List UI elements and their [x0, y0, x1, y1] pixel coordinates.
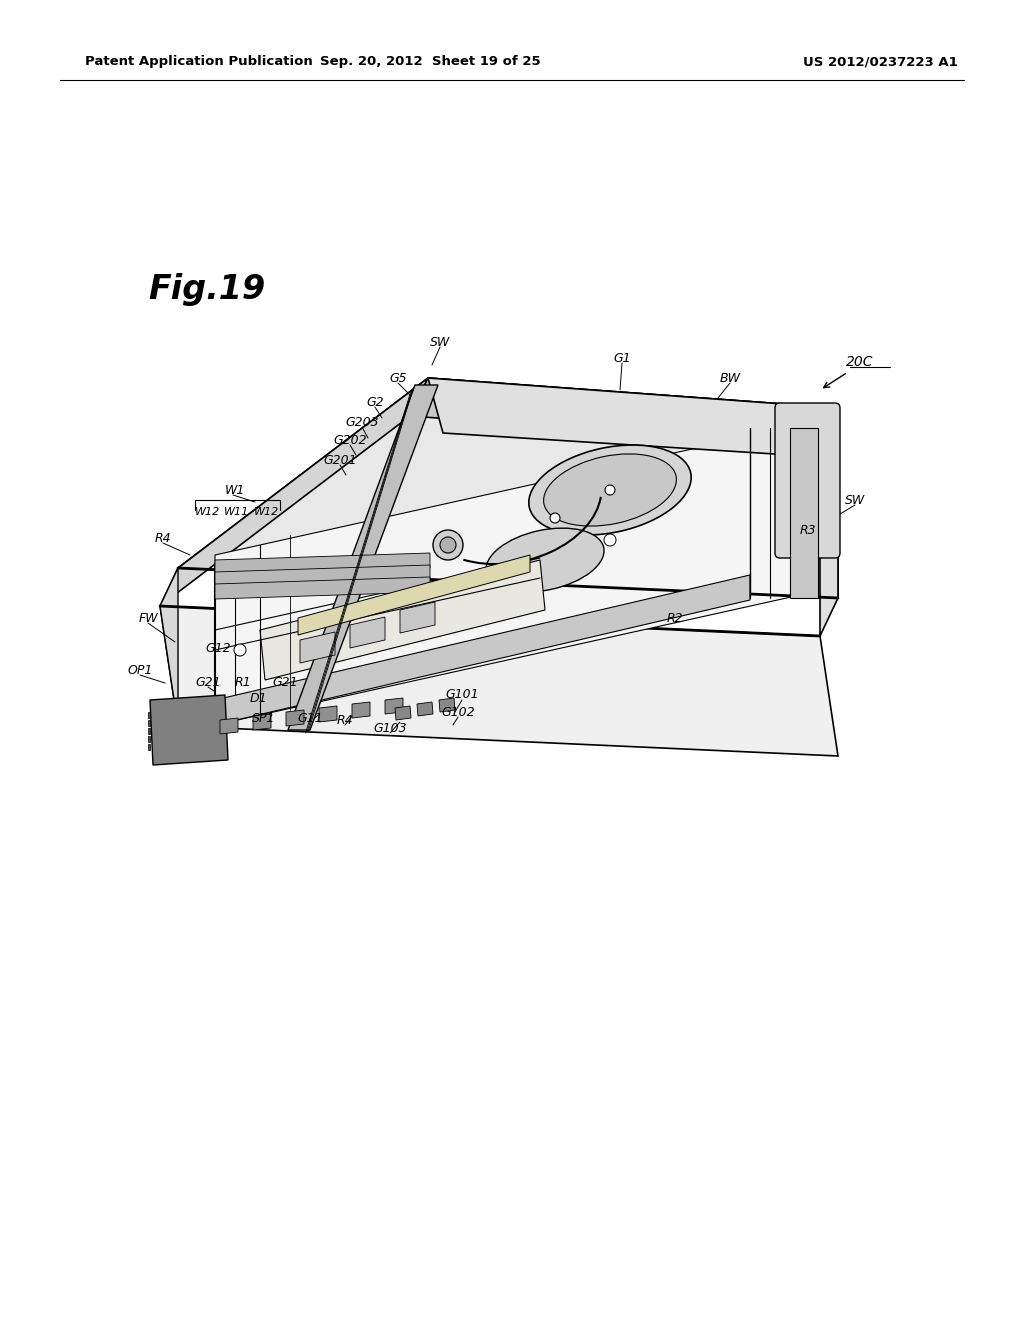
Text: G203: G203 [345, 416, 379, 429]
Text: G5: G5 [389, 371, 407, 384]
Text: FW: FW [138, 611, 158, 624]
Polygon shape [410, 378, 838, 446]
Text: SW: SW [430, 335, 451, 348]
Circle shape [445, 540, 455, 550]
Text: R2: R2 [667, 611, 683, 624]
FancyBboxPatch shape [775, 403, 840, 558]
Polygon shape [215, 577, 430, 599]
Polygon shape [286, 710, 304, 726]
Polygon shape [395, 706, 411, 719]
Text: 20C: 20C [846, 355, 873, 370]
Polygon shape [439, 698, 455, 711]
Polygon shape [385, 698, 403, 714]
Polygon shape [160, 568, 178, 726]
Polygon shape [160, 606, 838, 756]
Polygon shape [253, 714, 271, 730]
Polygon shape [148, 719, 150, 726]
Polygon shape [215, 565, 430, 587]
Text: BW: BW [720, 371, 740, 384]
Polygon shape [288, 385, 438, 730]
Text: G21: G21 [272, 676, 298, 689]
Text: R3: R3 [800, 524, 816, 536]
Text: Fig.19: Fig.19 [148, 273, 265, 306]
Polygon shape [417, 702, 433, 715]
Polygon shape [319, 706, 337, 722]
Polygon shape [148, 737, 150, 742]
Text: SP1: SP1 [252, 711, 275, 725]
Text: G101: G101 [445, 689, 479, 701]
Circle shape [344, 609, 356, 620]
Text: W1: W1 [225, 483, 246, 496]
Polygon shape [300, 632, 335, 663]
Ellipse shape [486, 528, 604, 591]
Ellipse shape [528, 445, 691, 535]
Text: G21: G21 [196, 676, 221, 689]
Text: OP1: OP1 [127, 664, 153, 676]
Text: G2: G2 [367, 396, 384, 408]
Polygon shape [400, 602, 435, 634]
Polygon shape [428, 378, 838, 458]
Text: W12: W12 [196, 507, 220, 517]
Text: G201: G201 [324, 454, 356, 466]
Polygon shape [820, 408, 838, 636]
Text: G11: G11 [297, 711, 323, 725]
Polygon shape [215, 425, 800, 725]
Polygon shape [260, 560, 545, 680]
Polygon shape [148, 729, 150, 734]
Polygon shape [350, 616, 385, 648]
Text: G1: G1 [613, 351, 631, 364]
Polygon shape [298, 554, 530, 635]
Text: W11: W11 [224, 507, 250, 517]
Circle shape [440, 537, 456, 553]
Ellipse shape [544, 454, 677, 527]
Polygon shape [160, 378, 428, 606]
Circle shape [234, 644, 246, 656]
Text: G102: G102 [441, 705, 475, 718]
Text: SW: SW [845, 494, 865, 507]
Circle shape [550, 513, 560, 523]
Polygon shape [215, 553, 430, 576]
Polygon shape [352, 702, 370, 718]
Text: R1: R1 [234, 676, 251, 689]
Text: R4: R4 [155, 532, 171, 544]
Polygon shape [148, 744, 150, 750]
Text: G103: G103 [373, 722, 407, 734]
Text: G12: G12 [205, 642, 230, 655]
Polygon shape [215, 576, 750, 725]
Polygon shape [790, 428, 818, 598]
Circle shape [604, 535, 616, 546]
Text: R4: R4 [337, 714, 353, 726]
Polygon shape [148, 711, 150, 718]
Text: G202: G202 [333, 433, 367, 446]
Text: D1: D1 [249, 692, 267, 705]
Text: Sep. 20, 2012  Sheet 19 of 25: Sep. 20, 2012 Sheet 19 of 25 [319, 55, 541, 69]
Text: W12: W12 [254, 507, 280, 517]
Polygon shape [220, 718, 238, 734]
Polygon shape [178, 378, 838, 598]
Text: US 2012/0237223 A1: US 2012/0237223 A1 [803, 55, 957, 69]
Circle shape [474, 569, 486, 581]
Text: Patent Application Publication: Patent Application Publication [85, 55, 312, 69]
Polygon shape [150, 696, 228, 766]
Circle shape [433, 531, 463, 560]
Circle shape [605, 484, 615, 495]
